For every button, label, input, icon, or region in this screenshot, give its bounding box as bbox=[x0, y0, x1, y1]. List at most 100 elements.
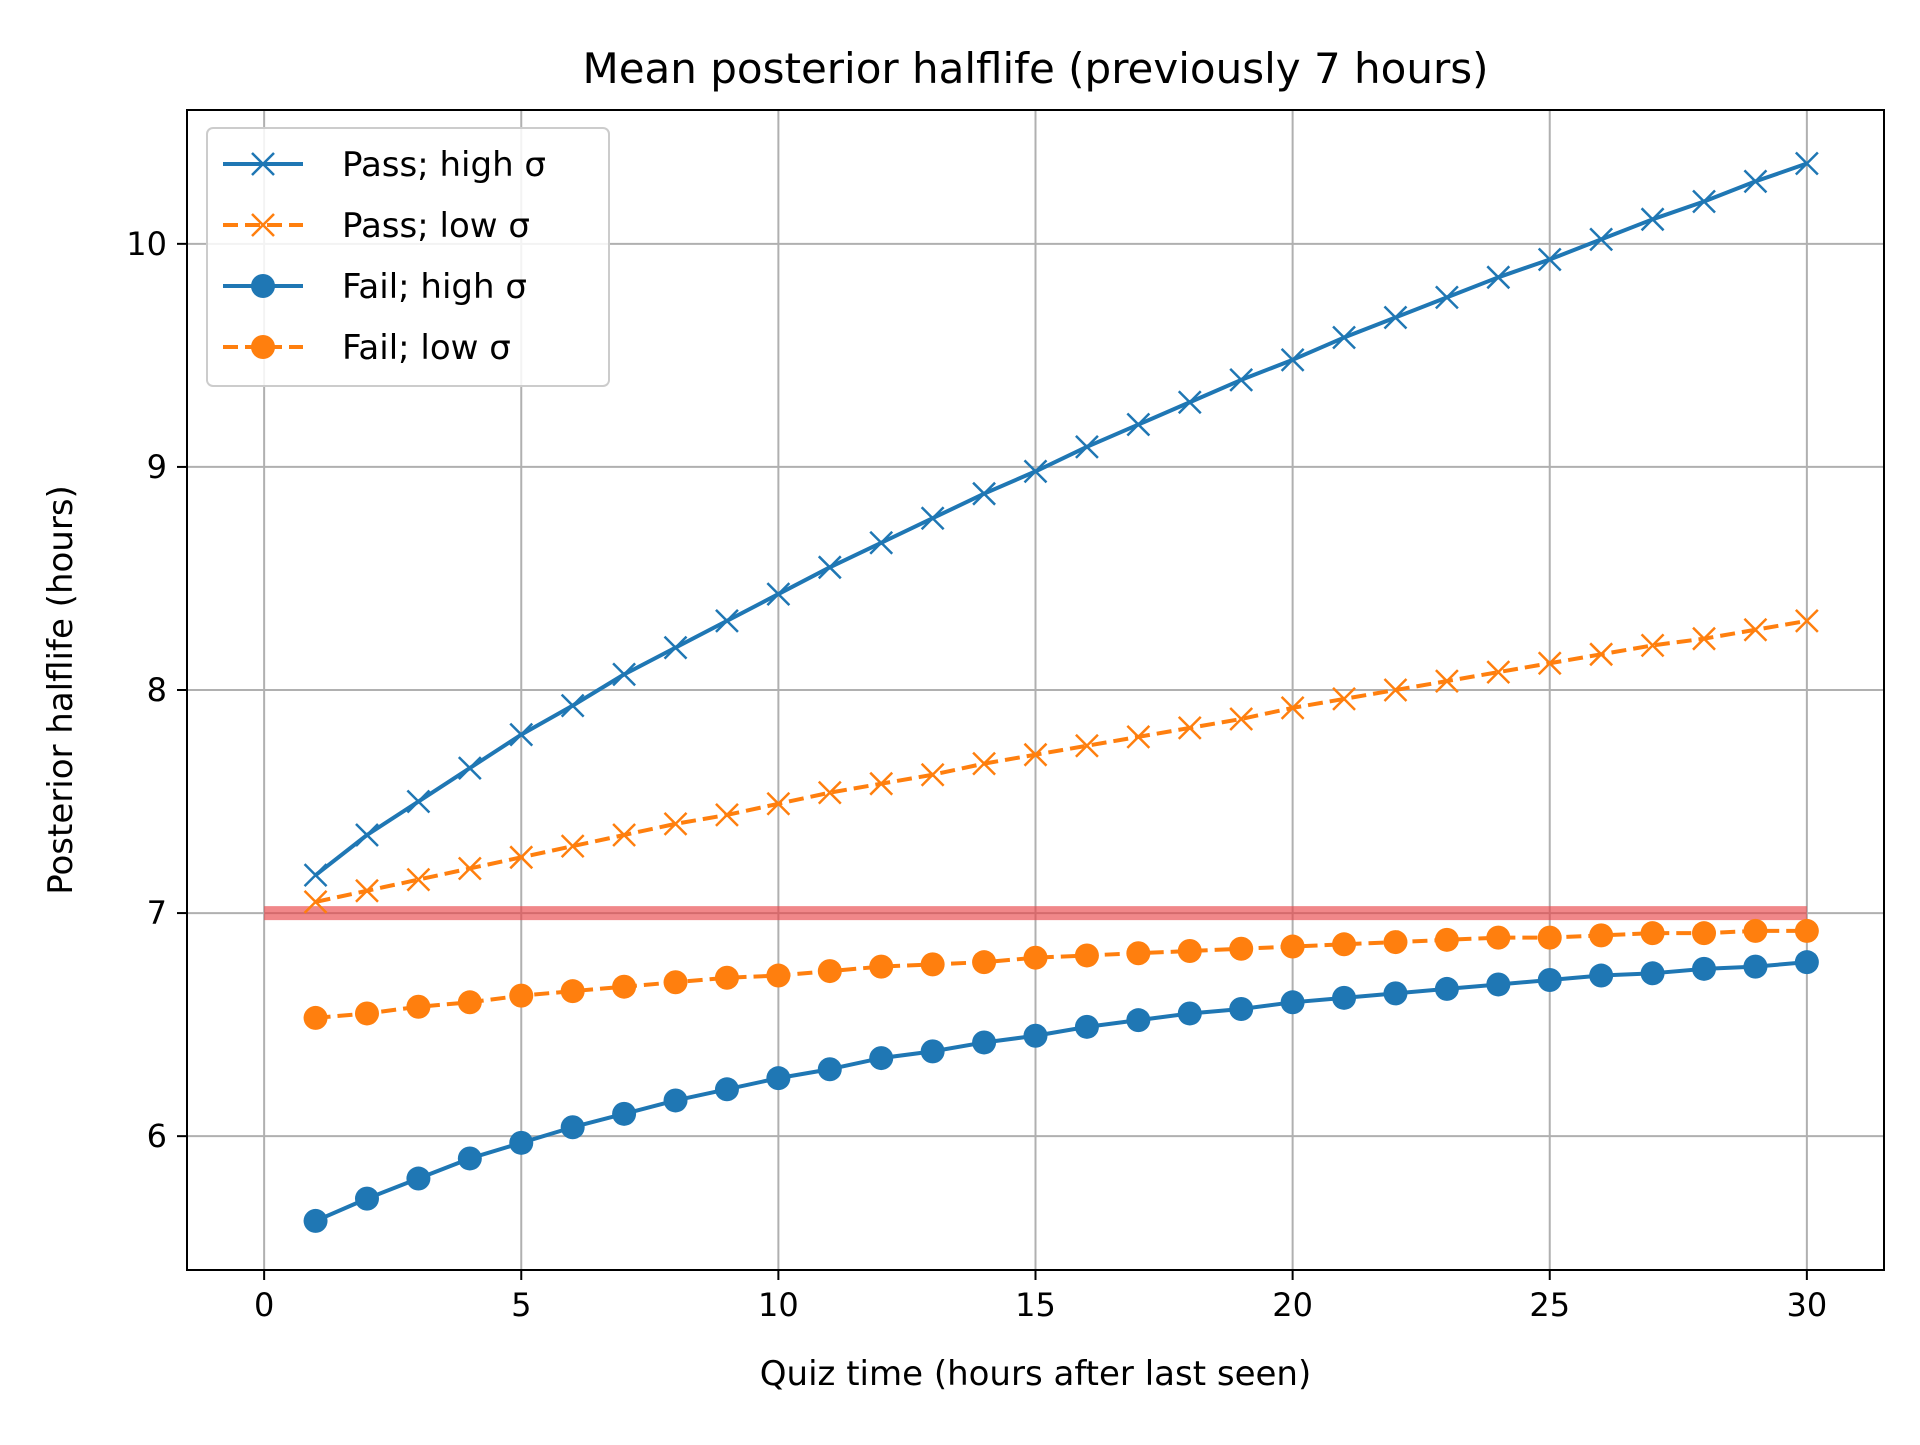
data-point bbox=[1537, 925, 1562, 950]
data-point bbox=[1023, 945, 1048, 970]
series-3 bbox=[303, 950, 1819, 1233]
y-tick-label: 6 bbox=[147, 1117, 167, 1155]
data-point bbox=[354, 1001, 379, 1026]
data-point bbox=[817, 959, 842, 984]
data-point bbox=[1074, 943, 1099, 968]
legend-entry: Fail; high σ bbox=[223, 267, 527, 307]
data-point bbox=[972, 1030, 997, 1055]
legend-label: Pass; high σ bbox=[342, 145, 546, 185]
data-point bbox=[972, 481, 996, 506]
data-point bbox=[1383, 981, 1408, 1006]
data-point bbox=[303, 1208, 328, 1233]
x-tick-label: 15 bbox=[1015, 1286, 1056, 1324]
data-point bbox=[1692, 956, 1717, 981]
data-point bbox=[869, 530, 894, 555]
data-point bbox=[1486, 265, 1511, 290]
data-point bbox=[1332, 985, 1357, 1010]
legend-marker bbox=[251, 274, 275, 298]
data-point bbox=[1229, 368, 1254, 392]
data-point bbox=[1537, 651, 1562, 676]
data-point bbox=[663, 1088, 688, 1113]
x-tick-label: 5 bbox=[511, 1286, 531, 1324]
legend-label: Fail; low σ bbox=[342, 328, 511, 368]
data-point bbox=[1075, 733, 1099, 758]
data-point bbox=[560, 834, 585, 859]
data-point bbox=[1794, 151, 1819, 176]
data-point bbox=[972, 950, 997, 975]
series-line bbox=[315, 618, 1808, 904]
data-point bbox=[1537, 247, 1562, 272]
data-point bbox=[509, 722, 534, 747]
data-point bbox=[1589, 642, 1614, 667]
data-point bbox=[1486, 660, 1511, 685]
data-point bbox=[1126, 941, 1151, 966]
legend-label: Pass; low σ bbox=[342, 206, 530, 246]
legend-marker bbox=[251, 335, 275, 359]
data-point bbox=[1537, 968, 1562, 992]
data-point bbox=[1435, 669, 1459, 693]
data-point bbox=[869, 954, 894, 979]
series-line bbox=[314, 161, 1808, 877]
data-point bbox=[1383, 678, 1408, 702]
data-point bbox=[1280, 695, 1305, 720]
x-tick-label: 10 bbox=[758, 1286, 799, 1324]
x-tick-label: 0 bbox=[254, 1286, 274, 1324]
data-point bbox=[303, 863, 328, 888]
data-point bbox=[1589, 923, 1614, 948]
data-point bbox=[303, 890, 328, 914]
data-point bbox=[1640, 921, 1665, 946]
data-point bbox=[457, 756, 482, 780]
y-tick-label: 7 bbox=[147, 894, 167, 932]
data-point bbox=[714, 1077, 739, 1102]
data-point bbox=[1486, 925, 1511, 950]
x-tick-label: 20 bbox=[1272, 1286, 1313, 1324]
data-point bbox=[457, 856, 482, 881]
data-point bbox=[612, 1101, 637, 1126]
data-point bbox=[714, 965, 739, 990]
data-point bbox=[1075, 434, 1099, 459]
data-point bbox=[1126, 724, 1151, 749]
data-point bbox=[1794, 918, 1819, 943]
data-point bbox=[560, 1115, 585, 1140]
data-point bbox=[920, 506, 945, 531]
data-point bbox=[1126, 412, 1151, 437]
legend-entry: Pass; low σ bbox=[223, 206, 530, 246]
data-point bbox=[1177, 716, 1202, 740]
data-point bbox=[1023, 1023, 1048, 1048]
data-point bbox=[663, 970, 688, 995]
y-tick-label: 9 bbox=[147, 448, 167, 486]
data-point bbox=[920, 952, 945, 977]
data-point bbox=[1332, 687, 1356, 711]
y-tick-label: 10 bbox=[126, 225, 167, 263]
data-point bbox=[715, 608, 739, 633]
x-tick-label: 25 bbox=[1529, 1286, 1570, 1324]
data-point bbox=[817, 780, 842, 805]
data-point bbox=[406, 789, 431, 814]
legend-marker bbox=[251, 213, 275, 237]
data-point bbox=[766, 963, 791, 988]
data-point bbox=[715, 803, 739, 827]
series-layer bbox=[303, 151, 1819, 1233]
data-point bbox=[869, 1046, 894, 1071]
data-point bbox=[1434, 927, 1459, 952]
data-point bbox=[1435, 285, 1459, 310]
legend-marker bbox=[251, 152, 275, 176]
legend: Pass; high σ Pass; low σ Fail; high σ Fail;… bbox=[206, 127, 610, 387]
data-point bbox=[766, 582, 791, 606]
data-point bbox=[1023, 742, 1048, 767]
data-point bbox=[663, 811, 688, 836]
data-point bbox=[869, 771, 894, 796]
data-point bbox=[972, 751, 996, 776]
data-point bbox=[1692, 626, 1716, 651]
data-point bbox=[457, 990, 482, 1015]
data-point bbox=[560, 979, 585, 1004]
data-point bbox=[1589, 227, 1614, 252]
data-point bbox=[1383, 930, 1408, 955]
data-point bbox=[1692, 189, 1716, 214]
data-point bbox=[355, 878, 379, 903]
data-point bbox=[1794, 950, 1819, 975]
data-point bbox=[1640, 961, 1665, 986]
data-point bbox=[406, 994, 431, 1019]
